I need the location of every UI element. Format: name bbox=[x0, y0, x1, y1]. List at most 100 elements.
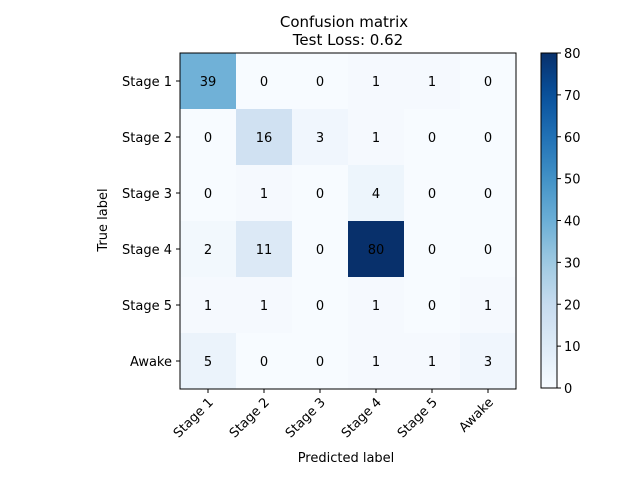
heatmap-cell bbox=[348, 221, 404, 277]
x-tick-label: Stage 2 bbox=[227, 395, 273, 441]
cell-value-label: 0 bbox=[316, 187, 324, 202]
cell-value-label: 0 bbox=[260, 75, 268, 90]
cell-value-label: 0 bbox=[316, 243, 324, 258]
heatmap-cell bbox=[460, 109, 516, 165]
cell-value-label: 2 bbox=[204, 243, 212, 258]
heatmap-cell bbox=[404, 165, 460, 221]
heatmap-cell bbox=[292, 333, 348, 389]
cell-value-label: 1 bbox=[372, 355, 380, 370]
heatmap-cell bbox=[404, 109, 460, 165]
colorbar-tick-label: 10 bbox=[564, 340, 581, 355]
heatmap-cell bbox=[236, 109, 292, 165]
cell-value-label: 16 bbox=[256, 131, 273, 146]
y-tick-label: Stage 4 bbox=[122, 243, 172, 258]
heatmap-cell bbox=[180, 333, 236, 389]
y-tick-label: Awake bbox=[130, 355, 172, 370]
cell-value-label: 1 bbox=[428, 75, 436, 90]
cell-value-label: 0 bbox=[484, 187, 492, 202]
cell-value-label: 1 bbox=[428, 355, 436, 370]
colorbar-tick-label: 20 bbox=[564, 298, 581, 313]
cell-value-label: 0 bbox=[316, 299, 324, 314]
colorbar-tick-label: 80 bbox=[564, 47, 581, 62]
colorbar-ticks: 0 10 20 30 40 50 60 70 80 bbox=[557, 47, 581, 397]
cell-value-label: 0 bbox=[428, 299, 436, 314]
colorbar-tick-label: 60 bbox=[564, 131, 581, 146]
colorbar-tick-label: 70 bbox=[564, 89, 581, 104]
chart-title: Confusion matrix bbox=[280, 13, 408, 31]
y-axis: Stage 1 Stage 2 Stage 3 Stage 4 Stage 5 Awake bbox=[122, 75, 180, 370]
heatmap-cell bbox=[180, 221, 236, 277]
heatmap-cells bbox=[180, 53, 516, 389]
colorbar-tick-label: 50 bbox=[564, 173, 581, 188]
x-tick-label: Stage 4 bbox=[339, 395, 385, 441]
y-tick-label: Stage 5 bbox=[122, 299, 172, 314]
heatmap-cell bbox=[348, 53, 404, 109]
cell-value-label: 0 bbox=[316, 75, 324, 90]
heatmap-cell bbox=[348, 277, 404, 333]
heatmap-cell bbox=[404, 53, 460, 109]
colorbar-tick-label: 30 bbox=[564, 256, 581, 271]
cell-value-label: 0 bbox=[484, 131, 492, 146]
cell-value-label: 1 bbox=[372, 75, 380, 90]
heatmap-cell bbox=[460, 333, 516, 389]
cell-value-label: 1 bbox=[372, 299, 380, 314]
y-axis-label: True label bbox=[96, 188, 111, 252]
cell-value-label: 1 bbox=[260, 299, 268, 314]
heatmap-cell bbox=[292, 53, 348, 109]
cell-value-label: 1 bbox=[204, 299, 212, 314]
heatmap-cell-labels: 39 0 0 1 1 00 16 3 1 0 00 1 0 4 0 02 11 0 80 0 01 1 0 1 0 15 0 0 1 1 3 bbox=[200, 75, 492, 370]
heatmap-cell bbox=[292, 221, 348, 277]
heatmap-cell bbox=[180, 109, 236, 165]
colorbar-gradient bbox=[541, 53, 557, 388]
cell-value-label: 0 bbox=[204, 131, 212, 146]
x-axis-label: Predicted label bbox=[298, 451, 395, 466]
heatmap-cell bbox=[348, 109, 404, 165]
cell-value-label: 0 bbox=[428, 131, 436, 146]
heatmap-cell bbox=[292, 109, 348, 165]
heatmap-cell bbox=[460, 221, 516, 277]
cell-value-label: 1 bbox=[260, 187, 268, 202]
cell-value-label: 0 bbox=[260, 355, 268, 370]
x-tick-label: Stage 3 bbox=[283, 395, 329, 441]
cell-value-label: 39 bbox=[200, 75, 217, 90]
colorbar-tick-label: 0 bbox=[564, 382, 572, 397]
heatmap-cell bbox=[236, 333, 292, 389]
heatmap-cell bbox=[180, 277, 236, 333]
cell-value-label: 0 bbox=[428, 187, 436, 202]
heatmap-cell bbox=[236, 165, 292, 221]
cell-value-label: 3 bbox=[484, 355, 492, 370]
heatmap-cell bbox=[236, 53, 292, 109]
y-tick-label: Stage 1 bbox=[122, 75, 172, 90]
cell-value-label: 0 bbox=[484, 243, 492, 258]
cell-value-label: 5 bbox=[204, 355, 212, 370]
x-tick-label: Awake bbox=[457, 395, 497, 435]
heatmap-cell bbox=[404, 333, 460, 389]
heatmap-cell bbox=[460, 165, 516, 221]
cell-value-label: 0 bbox=[204, 187, 212, 202]
cell-value-label: 1 bbox=[484, 299, 492, 314]
cell-value-label: 80 bbox=[368, 243, 385, 258]
heatmap-cell bbox=[180, 53, 236, 109]
cell-value-label: 0 bbox=[428, 243, 436, 258]
x-tick-label: Stage 1 bbox=[171, 395, 217, 441]
heatmap-cell bbox=[180, 165, 236, 221]
cell-value-label: 3 bbox=[316, 131, 324, 146]
x-tick-label: Stage 5 bbox=[395, 395, 441, 441]
heatmap-cell bbox=[292, 165, 348, 221]
colorbar-tick-label: 40 bbox=[564, 215, 581, 230]
cell-value-label: 11 bbox=[256, 243, 273, 258]
chart-subtitle: Test Loss: 0.62 bbox=[292, 31, 403, 49]
x-axis: Stage 1 Stage 2 Stage 3 Stage 4 Stage 5 Awake bbox=[171, 389, 497, 441]
cell-value-label: 0 bbox=[316, 355, 324, 370]
cell-value-label: 0 bbox=[484, 75, 492, 90]
heatmap-cell bbox=[236, 277, 292, 333]
heatmap-cell bbox=[236, 221, 292, 277]
plot-frame bbox=[179, 52, 517, 390]
heatmap-cell bbox=[404, 221, 460, 277]
heatmap-cell bbox=[460, 53, 516, 109]
heatmap-cell bbox=[348, 165, 404, 221]
y-tick-label: Stage 3 bbox=[122, 187, 172, 202]
cell-value-label: 1 bbox=[372, 131, 380, 146]
heatmap-cell bbox=[292, 277, 348, 333]
